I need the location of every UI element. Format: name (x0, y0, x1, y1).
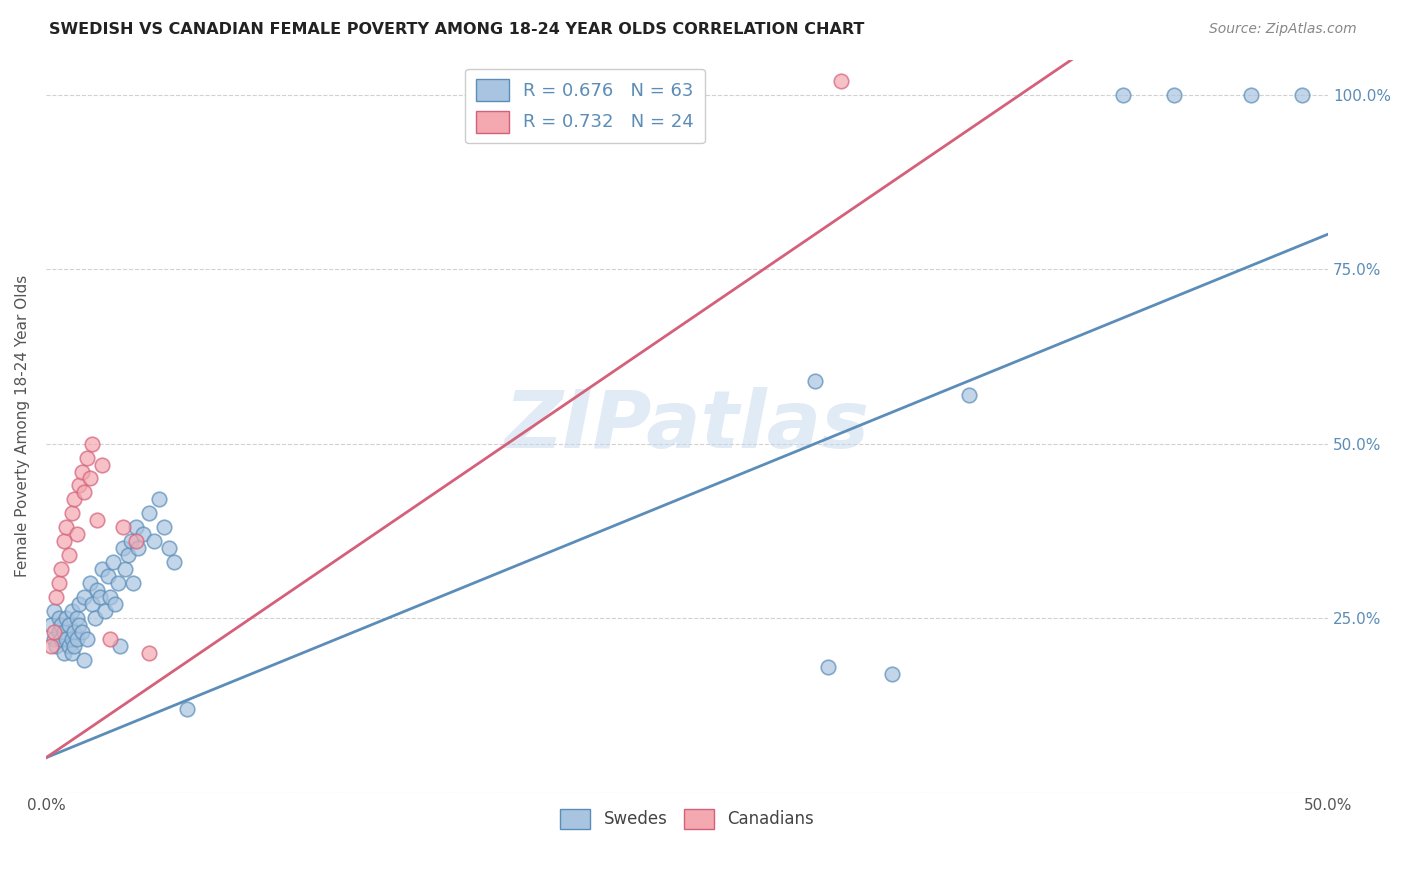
Point (58, 639, 80, 653)
Point (60, 604, 83, 618)
Point (67, 618, 90, 632)
Point (79, 576, 101, 591)
Point (83, 611, 105, 625)
Point (157, 541, 180, 556)
Point (52, 646, 75, 660)
Point (120, 534, 142, 549)
Point (98, 590, 121, 604)
Point (957, 388, 980, 402)
Point (1291, 87, 1313, 102)
Point (125, 534, 148, 549)
Point (82, 436, 104, 450)
Point (882, 667, 904, 681)
Point (42, 625, 65, 640)
Point (1112, 87, 1135, 102)
Point (58, 549, 80, 563)
Point (1240, 87, 1263, 102)
Point (127, 541, 149, 556)
Point (73, 653, 96, 667)
Point (52, 625, 75, 640)
Point (91, 458, 114, 472)
Point (48, 576, 70, 591)
Point (73, 485, 96, 500)
Point (42, 604, 65, 618)
Point (117, 549, 139, 563)
Point (122, 576, 145, 591)
Point (110, 639, 132, 653)
Point (86, 513, 108, 527)
Point (55, 632, 77, 646)
Point (63, 625, 86, 640)
Point (86, 583, 108, 598)
Point (66, 632, 89, 646)
Point (60, 646, 83, 660)
Legend: Swedes, Canadians: Swedes, Canadians (554, 802, 821, 836)
Point (138, 646, 160, 660)
Point (51, 632, 73, 646)
Point (39, 618, 62, 632)
Point (176, 702, 198, 716)
Point (67, 597, 90, 611)
Point (111, 520, 134, 534)
Point (51, 618, 73, 632)
Point (138, 507, 160, 521)
Point (94, 604, 117, 618)
Point (76, 632, 98, 646)
Point (817, 660, 839, 674)
Point (55, 611, 77, 625)
Point (148, 492, 170, 507)
Point (830, 73, 852, 87)
Point (91, 562, 114, 576)
Point (52, 534, 75, 549)
Point (1163, 87, 1185, 102)
Point (96, 569, 118, 583)
Text: SWEDISH VS CANADIAN FEMALE POVERTY AMONG 18-24 YEAR OLDS CORRELATION CHART: SWEDISH VS CANADIAN FEMALE POVERTY AMONG… (49, 22, 865, 37)
Point (111, 541, 134, 556)
Point (66, 527, 89, 541)
Point (101, 555, 124, 569)
Point (45, 590, 67, 604)
Point (107, 576, 129, 591)
Point (804, 374, 827, 388)
Point (60, 507, 83, 521)
Y-axis label: Female Poverty Among 18-24 Year Olds: Female Poverty Among 18-24 Year Olds (15, 275, 30, 577)
Point (60, 632, 83, 646)
Point (132, 527, 155, 541)
Point (45, 639, 67, 653)
Point (70, 625, 93, 640)
Text: ZIPatlas: ZIPatlas (505, 387, 869, 465)
Point (39, 639, 62, 653)
Point (58, 618, 80, 632)
Point (89, 590, 111, 604)
Point (66, 611, 89, 625)
Point (63, 492, 86, 507)
Point (98, 632, 121, 646)
Point (79, 471, 101, 485)
Text: Source: ZipAtlas.com: Source: ZipAtlas.com (1209, 22, 1357, 37)
Point (114, 562, 136, 576)
Point (125, 520, 148, 534)
Point (153, 520, 176, 534)
Point (42, 632, 65, 646)
Point (70, 465, 93, 479)
Point (48, 611, 70, 625)
Point (55, 520, 77, 534)
Point (73, 590, 96, 604)
Point (67, 478, 90, 492)
Point (48, 625, 70, 640)
Point (104, 597, 127, 611)
Point (51, 562, 73, 576)
Point (163, 555, 186, 569)
Point (82, 597, 104, 611)
Point (142, 534, 165, 549)
Point (76, 450, 98, 465)
Point (63, 639, 86, 653)
